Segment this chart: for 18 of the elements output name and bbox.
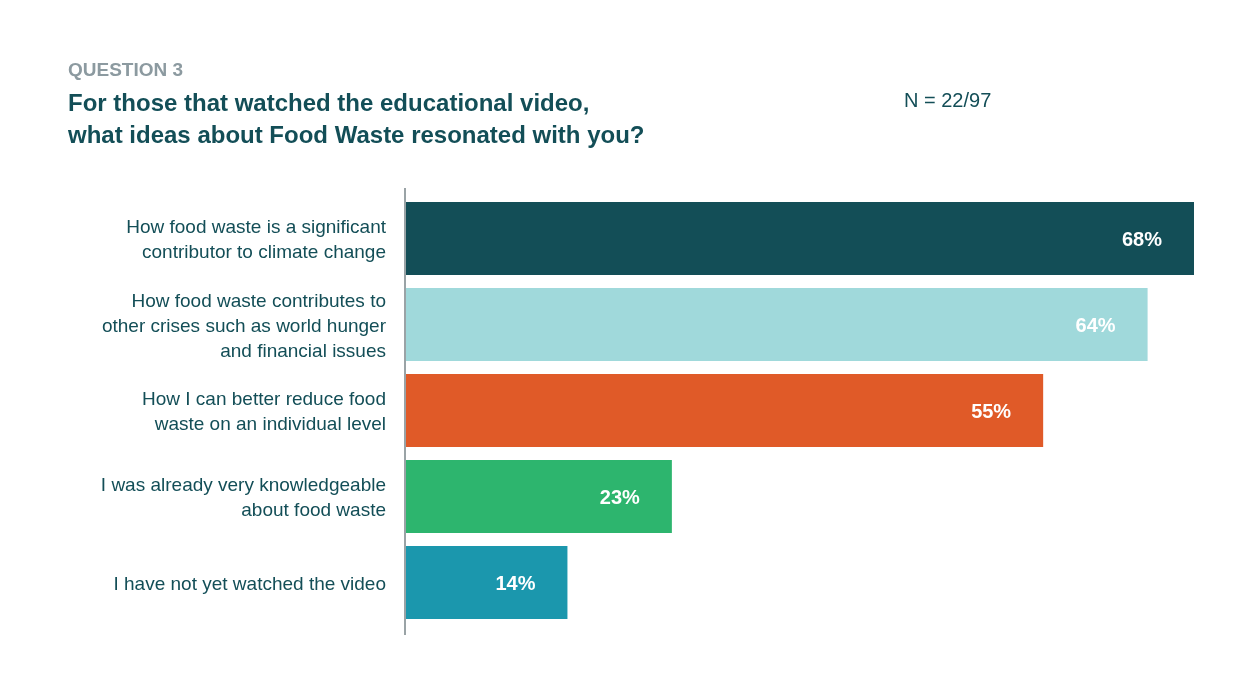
y-tick-label: I was already very knowledgeable about food waste — [100, 474, 386, 520]
y-tick-label: How food waste contributes to other crises such as world hunger and financial issues — [101, 289, 387, 361]
y-tick-label: I have not yet watched the video — [113, 572, 386, 594]
text: QUESTION 3 — [68, 59, 184, 80]
text: N = 22/97 — [904, 89, 992, 111]
data-label: 55% — [971, 399, 1012, 422]
data-label: 64% — [1075, 313, 1116, 336]
bar — [405, 460, 672, 533]
bar — [405, 546, 568, 619]
bar — [405, 288, 1148, 361]
bar — [405, 374, 1044, 447]
data-label: 23% — [599, 485, 641, 508]
chart-title: For those that watched the educational video, what ideas about Food Waste resonated with you? — [67, 89, 645, 148]
y-tick-label: How I can better reduce food waste on an individual level — [142, 388, 386, 434]
data-label: 68% — [1121, 227, 1163, 250]
bar — [405, 202, 1194, 275]
data-label: 14% — [495, 571, 536, 594]
y-tick-label: How food waste is a significant contributor to climate change — [126, 216, 387, 262]
